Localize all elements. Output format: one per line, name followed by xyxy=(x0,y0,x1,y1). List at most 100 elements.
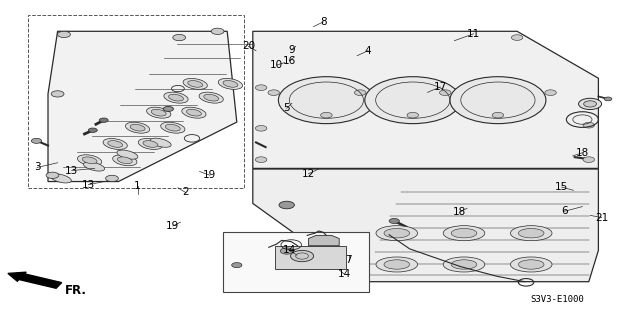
Ellipse shape xyxy=(164,92,188,103)
Circle shape xyxy=(255,157,267,162)
Ellipse shape xyxy=(165,124,180,131)
Text: 9: 9 xyxy=(288,45,294,55)
Ellipse shape xyxy=(223,80,238,87)
Circle shape xyxy=(211,28,224,34)
FancyArrow shape xyxy=(8,272,61,288)
Ellipse shape xyxy=(518,260,544,269)
Text: 10: 10 xyxy=(270,60,283,70)
Circle shape xyxy=(291,250,314,262)
Circle shape xyxy=(46,172,59,178)
Ellipse shape xyxy=(443,226,485,241)
Ellipse shape xyxy=(188,80,203,87)
Ellipse shape xyxy=(384,228,410,238)
Ellipse shape xyxy=(451,228,477,238)
Circle shape xyxy=(31,138,42,143)
Text: 13: 13 xyxy=(82,180,95,190)
Text: 13: 13 xyxy=(65,166,78,176)
Ellipse shape xyxy=(443,257,485,272)
Circle shape xyxy=(492,112,504,118)
Ellipse shape xyxy=(376,257,418,272)
Circle shape xyxy=(321,112,332,118)
Ellipse shape xyxy=(150,138,171,147)
Circle shape xyxy=(278,77,374,124)
Circle shape xyxy=(355,90,366,95)
Ellipse shape xyxy=(108,141,123,147)
Text: 4: 4 xyxy=(365,46,371,56)
Text: 14: 14 xyxy=(283,245,296,255)
Polygon shape xyxy=(349,261,358,266)
Circle shape xyxy=(365,77,461,124)
Polygon shape xyxy=(275,246,346,269)
Ellipse shape xyxy=(138,138,163,150)
Ellipse shape xyxy=(130,124,145,131)
Circle shape xyxy=(373,90,385,95)
Circle shape xyxy=(173,34,186,41)
Ellipse shape xyxy=(77,155,102,166)
Circle shape xyxy=(450,77,546,124)
Ellipse shape xyxy=(183,78,207,90)
Ellipse shape xyxy=(143,141,158,147)
Ellipse shape xyxy=(510,257,552,272)
Ellipse shape xyxy=(218,78,243,90)
Text: 17: 17 xyxy=(434,82,447,92)
Circle shape xyxy=(604,97,612,101)
Text: 18: 18 xyxy=(576,148,589,158)
Ellipse shape xyxy=(204,94,219,101)
Ellipse shape xyxy=(518,228,544,238)
Ellipse shape xyxy=(147,107,171,118)
Circle shape xyxy=(232,263,242,268)
Circle shape xyxy=(545,90,556,95)
Text: 7: 7 xyxy=(346,255,352,265)
Circle shape xyxy=(584,101,596,107)
Circle shape xyxy=(268,90,280,95)
Polygon shape xyxy=(223,232,369,292)
Text: 14: 14 xyxy=(338,269,351,279)
Ellipse shape xyxy=(161,122,185,133)
Text: 6: 6 xyxy=(561,206,568,216)
Circle shape xyxy=(279,201,294,209)
Circle shape xyxy=(460,90,471,95)
Polygon shape xyxy=(253,31,598,168)
Ellipse shape xyxy=(103,138,127,150)
Circle shape xyxy=(440,90,451,95)
Ellipse shape xyxy=(113,155,137,166)
Ellipse shape xyxy=(51,174,71,183)
Text: 21: 21 xyxy=(595,213,608,223)
Ellipse shape xyxy=(84,162,104,171)
Circle shape xyxy=(106,175,118,182)
Text: 12: 12 xyxy=(302,169,315,179)
Circle shape xyxy=(255,126,267,131)
Text: 18: 18 xyxy=(453,207,466,217)
Circle shape xyxy=(280,248,293,254)
Circle shape xyxy=(389,218,399,223)
Circle shape xyxy=(99,118,108,122)
Polygon shape xyxy=(308,235,339,246)
Ellipse shape xyxy=(186,109,202,116)
Text: 5: 5 xyxy=(284,103,290,113)
Ellipse shape xyxy=(117,157,132,164)
Circle shape xyxy=(511,35,523,40)
Circle shape xyxy=(255,85,267,90)
Text: 11: 11 xyxy=(467,29,480,39)
Text: 16: 16 xyxy=(283,56,296,66)
Ellipse shape xyxy=(182,107,206,118)
Ellipse shape xyxy=(125,122,150,133)
Polygon shape xyxy=(253,169,598,282)
Circle shape xyxy=(583,122,595,128)
Ellipse shape xyxy=(151,109,166,116)
Text: S3V3-E1000: S3V3-E1000 xyxy=(530,295,584,304)
Ellipse shape xyxy=(117,150,138,159)
Text: 15: 15 xyxy=(556,182,568,192)
Ellipse shape xyxy=(384,260,410,269)
Ellipse shape xyxy=(199,92,223,103)
Text: FR.: FR. xyxy=(65,284,87,297)
Ellipse shape xyxy=(451,260,477,269)
Text: 8: 8 xyxy=(320,17,326,27)
Circle shape xyxy=(579,98,602,110)
Circle shape xyxy=(58,31,70,38)
Circle shape xyxy=(407,112,419,118)
Circle shape xyxy=(51,91,64,97)
Text: 19: 19 xyxy=(204,170,216,180)
Ellipse shape xyxy=(510,226,552,241)
Ellipse shape xyxy=(82,157,97,164)
